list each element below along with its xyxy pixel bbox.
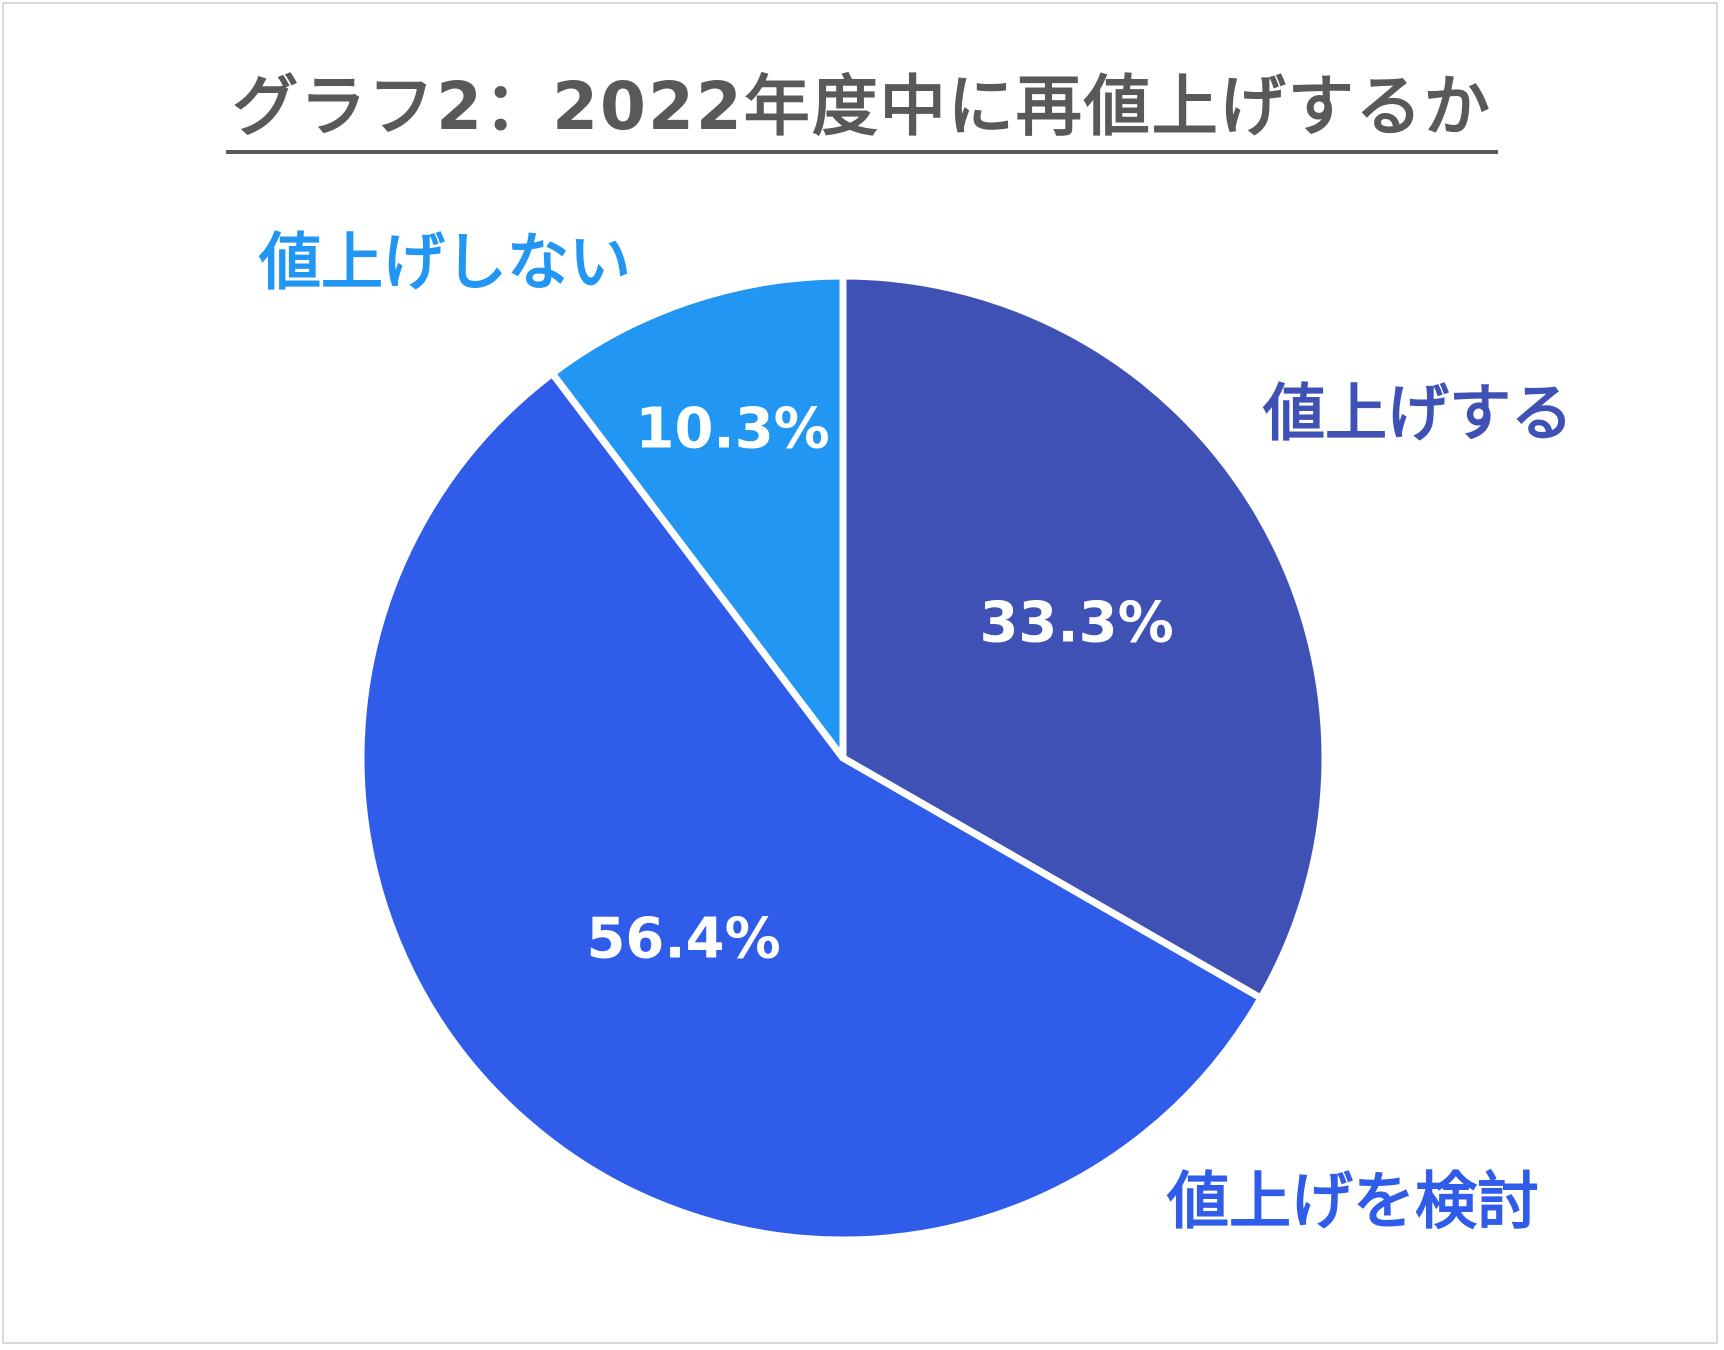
chart-title: グラフ2：2022年度中に再値上げするか — [0, 68, 1724, 154]
pie-value-label: 56.4% — [586, 906, 780, 971]
pie-category-label: 値上げする — [1262, 377, 1573, 450]
pie-value-label: 10.3% — [636, 396, 830, 461]
pie-category-label: 値上げを検討 — [1166, 1165, 1539, 1238]
pie-slice — [548, 272, 847, 762]
pie-category-label: 値上げしない — [258, 226, 631, 299]
pie-value-label: 33.3% — [979, 590, 1173, 655]
pie-slice — [357, 369, 1265, 1244]
pie-value-labels: 33.3% 56.4% 10.3% — [586, 396, 1173, 971]
pie-slices — [357, 272, 1329, 1244]
chart-title-text: グラフ2：2022年度中に再値上げするか — [226, 70, 1498, 154]
pie-slice — [839, 272, 1329, 1002]
